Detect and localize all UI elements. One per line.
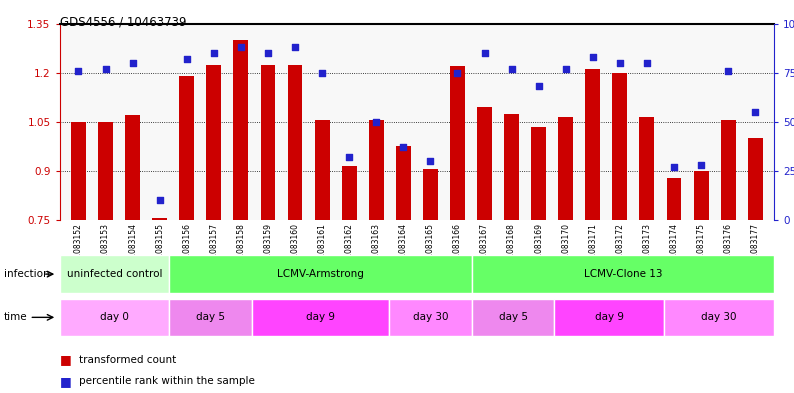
Bar — [721, 120, 735, 220]
Bar — [60, 255, 169, 293]
Bar — [558, 117, 573, 220]
Text: ■: ■ — [60, 353, 71, 366]
Point — [668, 164, 680, 170]
Bar — [169, 255, 472, 293]
Bar — [748, 138, 763, 220]
Text: day 0: day 0 — [100, 312, 129, 322]
Text: uninfected control: uninfected control — [67, 269, 162, 279]
Point — [234, 44, 247, 50]
Point — [316, 70, 329, 76]
Text: day 5: day 5 — [196, 312, 225, 322]
Bar — [287, 64, 303, 220]
Point — [695, 162, 707, 168]
Point — [641, 60, 653, 66]
Point — [153, 197, 166, 204]
Point — [207, 50, 220, 56]
Bar — [665, 299, 774, 336]
Point — [72, 68, 85, 74]
Text: infection: infection — [4, 269, 49, 279]
Bar — [472, 255, 774, 293]
Text: day 9: day 9 — [306, 312, 335, 322]
Point — [343, 154, 356, 160]
Bar — [341, 166, 357, 220]
Bar — [179, 76, 195, 220]
Text: day 30: day 30 — [413, 312, 449, 322]
Bar — [612, 73, 627, 220]
Bar — [169, 299, 252, 336]
Bar — [71, 122, 86, 220]
Point — [505, 66, 518, 72]
Bar — [531, 127, 546, 220]
Text: time: time — [4, 312, 28, 322]
Bar — [314, 120, 330, 220]
Point — [587, 54, 599, 60]
Text: GDS4556 / 10463739: GDS4556 / 10463739 — [60, 16, 186, 29]
Bar — [60, 299, 169, 336]
Bar — [396, 147, 410, 220]
Bar — [206, 64, 222, 220]
Text: day 30: day 30 — [701, 312, 737, 322]
Bar — [472, 299, 554, 336]
Bar — [450, 66, 465, 220]
Point — [532, 83, 545, 90]
Bar — [666, 178, 681, 220]
Point — [451, 70, 464, 76]
Bar — [554, 299, 665, 336]
Bar — [152, 219, 168, 220]
Bar — [98, 122, 113, 220]
Text: LCMV-Armstrong: LCMV-Armstrong — [277, 269, 364, 279]
Bar — [585, 70, 600, 220]
Text: day 9: day 9 — [595, 312, 624, 322]
Point — [478, 50, 491, 56]
Text: percentile rank within the sample: percentile rank within the sample — [79, 376, 256, 386]
Point — [722, 68, 734, 74]
Text: transformed count: transformed count — [79, 354, 176, 365]
Point — [99, 66, 112, 72]
Text: day 5: day 5 — [499, 312, 527, 322]
Text: LCMV-Clone 13: LCMV-Clone 13 — [584, 269, 662, 279]
Point — [126, 60, 139, 66]
Point — [424, 158, 437, 164]
Bar — [389, 299, 472, 336]
Point — [559, 66, 572, 72]
Bar — [125, 115, 140, 220]
Bar — [260, 64, 276, 220]
Bar — [694, 171, 708, 220]
Bar — [368, 120, 384, 220]
Bar — [423, 169, 437, 220]
Point — [749, 109, 761, 115]
Point — [370, 119, 383, 125]
Bar — [477, 107, 492, 220]
Point — [262, 50, 275, 56]
Point — [289, 44, 302, 50]
Bar — [233, 40, 249, 220]
Point — [614, 60, 626, 66]
Bar — [504, 114, 519, 220]
Point — [397, 144, 410, 151]
Point — [180, 56, 193, 62]
Bar — [252, 299, 389, 336]
Bar — [639, 117, 654, 220]
Text: ■: ■ — [60, 375, 71, 388]
